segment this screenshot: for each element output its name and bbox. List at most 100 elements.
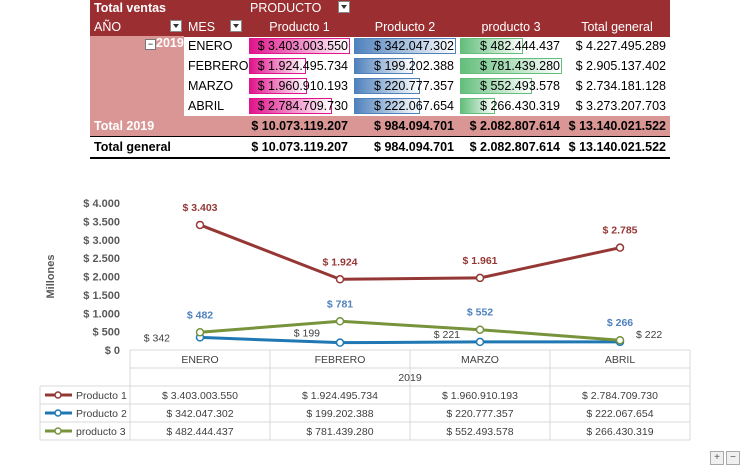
- subtotal-p1: $ 10.073.119.207: [251, 119, 348, 133]
- grand-total-p3: $ 2.082.807.614: [469, 140, 560, 154]
- collapse-icon[interactable]: −: [145, 39, 156, 50]
- x-category-label: ABRIL: [605, 354, 636, 366]
- y-tick-label: $ 0: [105, 345, 120, 357]
- y-tick-label: $ 3.000: [83, 235, 120, 247]
- data-bar: [460, 78, 533, 94]
- value-text: $ 2.734.181.128: [575, 79, 666, 93]
- value-cell-producto-3: $ 482.444.437: [458, 36, 564, 56]
- pivot-row: ABRIL $ 2.784.709.730 $ 222.067.654 $ 266.4…: [90, 96, 670, 116]
- header-total-general: Total general: [581, 20, 653, 34]
- legend-marker: [54, 391, 62, 399]
- month-label: MARZO: [188, 79, 234, 93]
- series-line: [199, 319, 621, 342]
- value-text: $ 3.273.207.703: [575, 99, 666, 113]
- x-group-label: 2019: [398, 372, 422, 384]
- value-cell-total: $ 2.734.181.128: [564, 76, 670, 96]
- value-text: $ 2.784.709.730: [257, 99, 348, 113]
- year-cell: − 2019: [90, 36, 184, 116]
- value-text: $ 3.403.003.550: [257, 39, 348, 53]
- value-cell-producto-1: $ 1.924.495.734: [247, 56, 352, 76]
- zoom-out-button[interactable]: −: [726, 451, 740, 465]
- value-text: $ 222.067.654: [374, 99, 454, 113]
- data-bar: [354, 58, 414, 74]
- value-cell-producto-3: $ 781.439.280: [458, 56, 564, 76]
- value-cell-producto-1: $ 3.403.003.550: [247, 36, 352, 56]
- header-producto-2: Producto 2: [374, 20, 436, 34]
- y-axis-label: Millones: [45, 254, 57, 298]
- header-producto-3: producto 3: [481, 20, 541, 34]
- data-label: $ 199: [294, 328, 320, 340]
- value-text: $ 342.047.302: [374, 39, 454, 53]
- value-cell-producto-3: $ 266.430.319: [458, 96, 564, 116]
- month-filter-dropdown[interactable]: [230, 20, 242, 32]
- data-label: $ 3.403: [182, 202, 217, 214]
- data-point: [615, 243, 625, 252]
- legend-marker: [54, 409, 62, 417]
- table-value: $ 266.430.319: [586, 426, 653, 438]
- value-text: $ 781.439.280: [480, 59, 560, 73]
- table-value: $ 222.067.654: [586, 408, 653, 420]
- x-category-label: ENERO: [181, 354, 218, 366]
- month-label: ENERO: [188, 39, 233, 53]
- data-bar: [460, 58, 562, 74]
- pivot-title-row: Total ventas PRODUCTO: [90, 0, 670, 18]
- data-label: $ 222: [636, 329, 662, 341]
- subtotal-row: Total 2019 $ 10.073.119.207 $ 984.094.70…: [90, 116, 670, 136]
- data-point: [335, 317, 345, 326]
- table-value: $ 199.202.388: [306, 408, 373, 420]
- pivot-header-row: AÑO MES Producto 1 Producto 2 producto 3…: [90, 17, 670, 37]
- value-cell-producto-1: $ 2.784.709.730: [247, 96, 352, 116]
- pivot-row: MARZO $ 1.960.910.193 $ 220.777.357 $ 552.4…: [90, 76, 670, 96]
- table-value: $ 2.784.709.730: [582, 390, 658, 402]
- data-point: [615, 335, 625, 345]
- subtotal-p3: $ 2.082.807.614: [469, 119, 560, 133]
- value-text: $ 266.430.319: [480, 99, 560, 113]
- legend-entry: Producto 1: [76, 390, 127, 402]
- table-value: $ 781.439.280: [306, 426, 373, 438]
- subtotal-label: Total 2019: [94, 119, 155, 133]
- value-cell-producto-2: $ 220.777.357: [352, 76, 458, 96]
- data-label: $ 266: [607, 317, 633, 329]
- y-tick-label: $ 2.500: [83, 253, 120, 265]
- data-point: [195, 220, 205, 230]
- value-cell-producto-2: $ 199.202.388: [352, 56, 458, 76]
- table-value: $ 342.047.302: [166, 408, 233, 420]
- header-producto-1: Producto 1: [269, 20, 330, 34]
- value-text: $ 1.924.495.734: [257, 59, 348, 73]
- data-bar: [354, 78, 420, 94]
- year-filter-dropdown[interactable]: [170, 20, 182, 32]
- data-point: [475, 337, 485, 347]
- data-bar: [249, 98, 332, 114]
- zoom-controls: + −: [708, 451, 740, 465]
- y-tick-label: $ 1.500: [83, 290, 120, 302]
- series-line: [199, 223, 621, 281]
- data-label: $ 1.961: [462, 255, 497, 267]
- product-field: PRODUCTO: [250, 1, 322, 15]
- data-label: $ 221: [434, 329, 460, 341]
- table-value: $ 552.493.578: [446, 426, 513, 438]
- data-bar: [249, 38, 350, 54]
- pivot-row: ENERO $ 3.403.003.550 $ 342.047.302 $ 482.4…: [90, 36, 670, 56]
- value-cell-producto-3: $ 552.493.578: [458, 76, 564, 96]
- zoom-in-button[interactable]: +: [710, 451, 724, 465]
- table-value: $ 1.924.495.734: [302, 390, 378, 402]
- pivot-row: FEBRERO $ 1.924.495.734 $ 199.202.388 $ 781…: [90, 56, 670, 76]
- value-text: $ 220.777.357: [374, 79, 454, 93]
- grand-total-p2: $ 984.094.701: [374, 140, 454, 154]
- value-cell-total: $ 3.273.207.703: [564, 96, 670, 116]
- table-value: $ 220.777.357: [446, 408, 513, 420]
- value-cell-producto-2: $ 222.067.654: [352, 96, 458, 116]
- product-filter-dropdown[interactable]: [338, 1, 350, 13]
- data-bar: [249, 78, 308, 94]
- x-category-label: MARZO: [461, 354, 499, 366]
- data-label: $ 482: [187, 309, 213, 321]
- data-label: $ 1.924: [322, 256, 357, 268]
- y-tick-label: $ 500: [92, 327, 120, 339]
- series-line: [199, 335, 621, 345]
- legend-marker: [54, 427, 62, 435]
- grand-total-p1: $ 10.073.119.207: [251, 140, 348, 154]
- legend-entry: Producto 2: [76, 408, 127, 420]
- value-cell-total: $ 4.227.495.289: [564, 36, 670, 56]
- grand-total-total: $ 13.140.021.522: [568, 140, 666, 154]
- y-tick-label: $ 4.000: [83, 198, 120, 210]
